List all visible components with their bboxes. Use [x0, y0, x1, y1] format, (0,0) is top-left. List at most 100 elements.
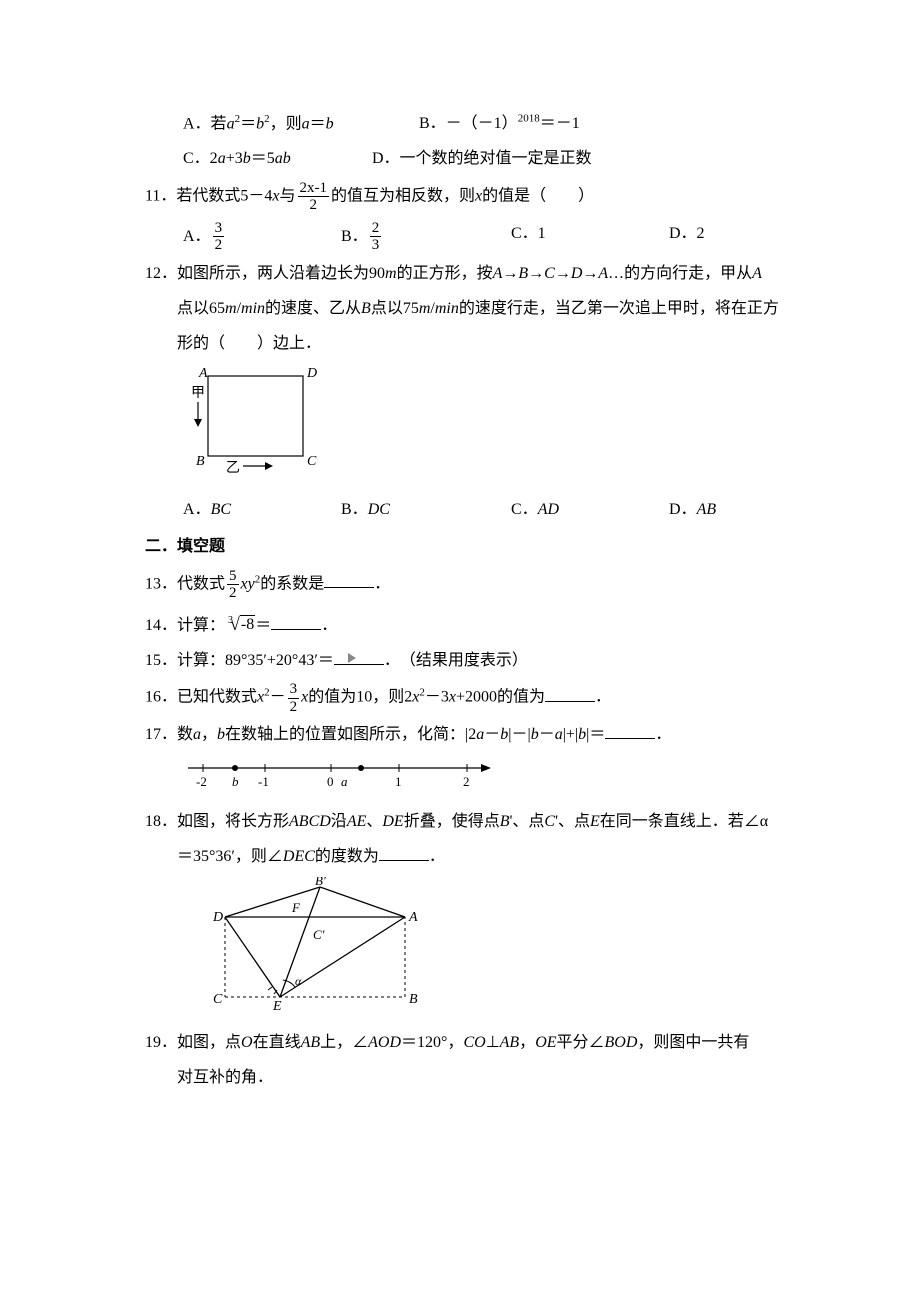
svg-text:a: a — [341, 774, 348, 789]
svg-text:C: C — [213, 992, 223, 1007]
text: 在直线 — [253, 1034, 301, 1051]
text: 13．代数式 — [145, 575, 225, 592]
q19-line1: 19．如图，点O在直线AB上，∠AOD＝120°，CO⊥AB，OE平分∠BOD，… — [145, 1029, 800, 1058]
text: ． — [321, 617, 337, 634]
svg-text:b: b — [232, 774, 239, 789]
svg-text:E: E — [272, 999, 282, 1012]
text: ． — [655, 726, 671, 743]
frac: 32 — [288, 681, 300, 715]
dec: DEC — [283, 848, 315, 865]
text: |+| — [563, 726, 578, 743]
text: 的速度行走，当乙第一次追上甲时，将在正方 — [459, 300, 779, 317]
radicand: -8 — [240, 615, 255, 633]
q19-line2: 对互补的角． — [145, 1064, 800, 1093]
svg-text:-2: -2 — [196, 774, 207, 789]
text: － — [270, 689, 286, 706]
text: 与 — [280, 188, 296, 205]
var-x4: x — [449, 689, 456, 706]
svg-text:α: α — [295, 974, 302, 988]
text: C．2 — [183, 150, 218, 167]
val: AD — [538, 496, 559, 525]
var-a: a — [193, 726, 201, 743]
frac: 52 — [227, 568, 239, 602]
text: A．若 — [183, 115, 227, 132]
q12-optA: A．BC — [183, 496, 341, 525]
lblB: B — [196, 454, 205, 469]
den: 2 — [227, 585, 239, 602]
q12-line2: 点以65m/min的速度、乙从B点以75m/min的速度行走，当乙第一次追上甲时… — [145, 295, 800, 324]
text: 12．如图所示，两人沿着边长为90 — [145, 265, 385, 282]
q12-options: A．BC B．DC C．AD D．AB — [145, 496, 800, 525]
label: B． — [341, 223, 368, 252]
text: 沿 — [331, 813, 347, 830]
text: 在数轴上的位置如图所示，化简：|2 — [225, 726, 476, 743]
num: 5 — [227, 568, 239, 586]
exam-page: A．若a2＝b2，则a＝b B．－（－1）2018＝－1 C．2a+3b＝5ab… — [0, 0, 920, 1159]
blank — [324, 572, 374, 588]
num: 3 — [288, 681, 300, 699]
svg-text:B: B — [409, 992, 418, 1007]
text: 的值是（ ） — [482, 188, 594, 205]
text: 11．若代数式5－4 — [145, 188, 272, 205]
val: AB — [697, 496, 717, 525]
q11-stem: 11．若代数式5－4x与2x-12的值互为相反数，则x的值是（ ） — [145, 180, 800, 214]
var-x: x — [272, 188, 279, 205]
text: ，则 — [270, 115, 302, 132]
var-b2: b — [326, 115, 334, 132]
label: A． — [183, 496, 211, 525]
var-a2: a — [302, 115, 310, 132]
var-ab: ab — [275, 150, 291, 167]
q11-optA: A．32 — [183, 220, 341, 254]
label: D． — [669, 496, 697, 525]
q11-optC: C．1 — [511, 220, 669, 254]
text: ， — [519, 1034, 535, 1051]
q10-optB: B．－（－1）2018＝－1 — [419, 115, 580, 132]
text: －3 — [425, 689, 449, 706]
eq2: ＝ — [310, 115, 326, 132]
root-index: 3 — [228, 615, 233, 626]
play-icon — [348, 653, 356, 663]
text: ，则图中一共有 — [637, 1034, 749, 1051]
svg-text:B': B' — [315, 877, 326, 888]
den: 2 — [288, 699, 300, 716]
ab2: AB — [500, 1034, 520, 1051]
var-xy2: xy — [241, 575, 255, 592]
svg-text:-1: -1 — [258, 774, 269, 789]
frac: 23 — [370, 220, 382, 254]
text: 19．如图，点 — [145, 1034, 241, 1051]
text: 折叠，使得点 — [404, 813, 500, 830]
q18-line2: ＝35°36′，则∠DEC的度数为． — [145, 843, 800, 872]
q12-optD: D．AB — [669, 496, 716, 525]
label: C． — [511, 496, 538, 525]
blank — [271, 614, 321, 630]
text: － — [484, 726, 500, 743]
text: 的值为10，则2 — [308, 689, 412, 706]
var-B: B — [361, 300, 371, 317]
text: 的值互为相反数，则 — [331, 188, 475, 205]
text: ， — [201, 726, 217, 743]
text: ＝35°36′，则∠ — [177, 848, 283, 865]
text: B．－（－1） — [419, 115, 518, 132]
q14: 14．计算：3√-8＝． — [145, 608, 800, 641]
var-a3: a — [555, 726, 563, 743]
bod: BOD — [605, 1034, 638, 1051]
frac: 32 — [213, 220, 225, 254]
text: ． — [374, 575, 390, 592]
text: ． — [595, 689, 611, 706]
fraction: 2x-12 — [298, 180, 330, 214]
var-a: a — [227, 115, 235, 132]
text: 的度数为 — [315, 848, 379, 865]
de: DE — [382, 813, 403, 830]
svg-text:F: F — [291, 900, 301, 915]
q18-figure: D A C B E B' F C' α — [205, 877, 800, 1023]
q17: 17．数a，b在数轴上的位置如图所示，化简：|2a－b|－|b－a|+|b|＝． — [145, 721, 800, 750]
lblD: D — [306, 366, 317, 381]
label: B． — [341, 496, 368, 525]
text: +2000的值为 — [456, 689, 545, 706]
q18-line1: 18．如图，将长方形ABCD沿AE、DE折叠，使得点B'、点C'、点E在同一条直… — [145, 808, 800, 837]
var-b: b — [256, 115, 264, 132]
yi: 乙 — [226, 460, 240, 476]
numerator: 2x-1 — [298, 180, 330, 198]
var-m: m — [385, 265, 397, 282]
text: 的系数是 — [260, 575, 324, 592]
